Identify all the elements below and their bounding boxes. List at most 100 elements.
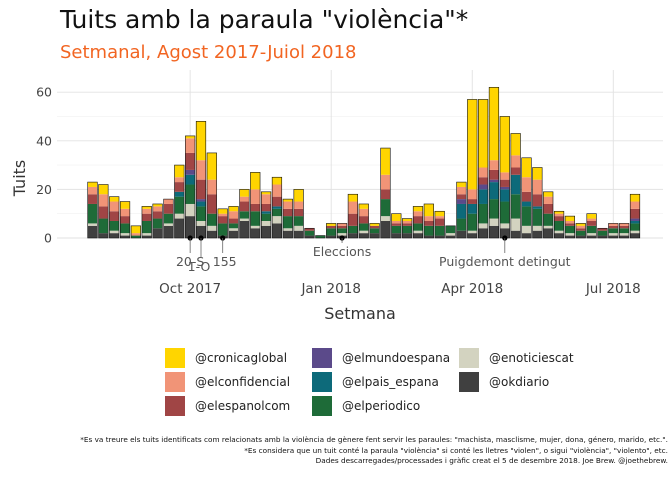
bar-segment [619, 223, 629, 226]
bar-segment [261, 225, 271, 238]
bar-segment [391, 213, 402, 221]
bar-segment [554, 216, 564, 221]
bar-segment [380, 189, 391, 200]
y-tick-label: 60 [36, 85, 52, 100]
bar-segment [87, 223, 98, 226]
bar-segment [500, 201, 510, 224]
bar-segment [456, 230, 467, 238]
bar-segment [109, 196, 119, 202]
bar-segment [424, 220, 434, 226]
bar-segment [283, 199, 293, 202]
bar-segment [98, 206, 109, 219]
legend-swatch [312, 396, 332, 416]
bar-segment [565, 216, 575, 221]
bar-segment [597, 230, 608, 236]
bar-segment [120, 223, 130, 234]
bar-segment [434, 235, 445, 238]
bar-segment [619, 225, 629, 229]
legend-label: @enoticiescat [489, 351, 574, 365]
legend-label: @elperiodico [342, 399, 421, 413]
bar-segment [185, 216, 195, 238]
bar-segment [630, 194, 640, 202]
bar-segment [315, 235, 326, 238]
caption-line-3: Dades descarregades/processades i gràfic… [315, 456, 668, 465]
bar-segment [608, 223, 619, 226]
bar-segment [510, 155, 521, 168]
bar-segment [207, 152, 217, 180]
bar-segment [445, 225, 456, 234]
y-tick-label: 40 [36, 133, 52, 148]
bar-segment [467, 233, 478, 238]
legend-swatch [312, 372, 332, 392]
bar-outline [467, 99, 478, 239]
legend-item: @elmundoespana [312, 348, 459, 368]
bar-outline [402, 218, 413, 239]
bar-segment [565, 225, 575, 234]
bar-segment [586, 213, 597, 219]
bar-segment [434, 216, 445, 219]
bar-segment [87, 182, 98, 187]
bar-segment [456, 218, 467, 231]
bar-segment [445, 235, 456, 238]
bar-segment [510, 174, 521, 195]
bar-segment [196, 121, 206, 161]
bar-segment [326, 223, 336, 226]
bar-outline [98, 184, 109, 239]
legend-label: @elconfidencial [195, 375, 291, 389]
bar-segment [348, 233, 358, 238]
bar-segment [141, 213, 152, 221]
bar-segment [239, 196, 250, 202]
bar-segment [337, 225, 347, 229]
bar-segment [293, 208, 304, 217]
bar-segment [586, 233, 597, 236]
bar-outline [543, 191, 554, 239]
bar-segment [326, 225, 336, 229]
bar-outline [564, 215, 575, 239]
bar-segment [608, 228, 619, 234]
legend-item: @elespanolcom [165, 396, 312, 416]
y-tick-label: 0 [44, 231, 52, 246]
bar-segment [358, 223, 369, 231]
bar-segment [391, 225, 402, 234]
bar-segment [185, 203, 195, 217]
bar-segment [489, 199, 499, 219]
bar-outline [369, 223, 380, 239]
bar-segment [543, 203, 553, 214]
bar-outline [423, 203, 434, 239]
caption: *Es va treure els tuits identificats com… [80, 435, 668, 467]
bar-segment [510, 194, 521, 219]
bar-outline [347, 193, 359, 239]
legend-label: @cronicaglobal [195, 351, 288, 365]
bar-segment [217, 213, 228, 217]
bar-segment [456, 182, 467, 187]
bar-segment [293, 201, 304, 209]
bar-segment [532, 230, 543, 238]
bar-segment [575, 225, 586, 229]
bar-segment [586, 225, 597, 234]
bar-segment [413, 216, 423, 224]
bar-segment [174, 196, 185, 214]
bar-segment [543, 213, 553, 226]
bar-segment [120, 208, 130, 217]
bar-segment [489, 225, 499, 238]
bar-segment [402, 225, 412, 234]
bar-segment [337, 233, 347, 236]
bar-segment [207, 230, 217, 238]
bar-segment [478, 223, 488, 229]
bar-segment [586, 220, 597, 226]
bar-segment [109, 220, 119, 231]
bar-segment [478, 228, 488, 238]
bar-segment [608, 235, 619, 238]
bar-segment [109, 233, 119, 238]
bar-outline [358, 203, 369, 239]
bar-segment [489, 169, 499, 180]
event-label: Puigdemont detingut [439, 254, 571, 269]
bar-outline [250, 172, 261, 239]
bar-segment [196, 201, 206, 207]
bar-outline [412, 206, 424, 239]
bar-segment [250, 225, 261, 229]
bar-segment [283, 216, 293, 229]
bar-segment [196, 199, 206, 202]
bar-segment [543, 225, 553, 229]
bar-segment [532, 225, 543, 231]
